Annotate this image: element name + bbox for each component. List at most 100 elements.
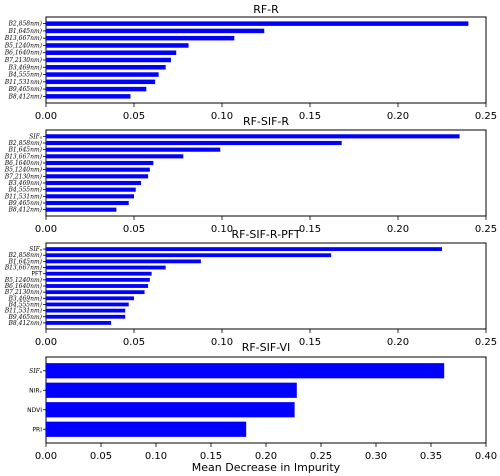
bar	[46, 35, 235, 41]
category-label: B4,555nm)	[8, 187, 43, 194]
x-tick-label: 0.00	[35, 224, 57, 235]
category-label: B3,469nm)	[8, 295, 43, 302]
bar	[46, 207, 117, 212]
category-label: B6,1640nm)	[4, 50, 43, 57]
bar	[46, 72, 159, 77]
bar	[46, 284, 149, 288]
bar	[46, 187, 136, 192]
x-tick-label: 0.20	[387, 111, 409, 122]
x-tick-label: 0.25	[310, 451, 332, 462]
category-label: B4,555nm)	[8, 72, 43, 79]
category-label: SIFₐ	[29, 133, 42, 140]
category-label: B4,555nm)	[8, 301, 43, 308]
x-tick-label: 0.25	[475, 224, 497, 235]
x-tick-label: 0.15	[299, 111, 321, 122]
category-label: B13,667nm)	[4, 265, 43, 272]
x-tick-label: 0.40	[475, 451, 497, 462]
category-label: PFT	[31, 271, 42, 278]
category-label: B13,667nm)	[4, 153, 43, 160]
bar	[46, 382, 297, 398]
category-label: B5,1240nm)	[4, 167, 43, 174]
bar	[46, 134, 460, 139]
category-label: B3,469nm)	[8, 64, 43, 71]
category-label: NDVI	[27, 407, 42, 414]
bar	[46, 50, 177, 55]
x-tick-label: 0.15	[299, 224, 321, 235]
x-tick-label: 0.20	[387, 337, 409, 348]
x-tick-label: 0.05	[123, 111, 145, 122]
category-label: NIRᵥ	[29, 387, 42, 394]
x-tick-label: 0.00	[35, 111, 57, 122]
panel-title: RF-SIF-VI	[242, 341, 291, 354]
category-label: B1,645nm)	[8, 258, 43, 265]
category-label: B7,2130nm)	[4, 289, 43, 296]
category-label: B5,1240nm)	[4, 277, 43, 284]
category-label: B6,1640nm)	[4, 283, 43, 290]
category-label: B8,412nm)	[8, 207, 43, 214]
bar	[46, 271, 152, 276]
bar	[46, 180, 142, 186]
bar	[46, 174, 149, 179]
category-label: B2,858nm)	[8, 21, 43, 28]
x-tick-label: 0.25	[475, 111, 497, 122]
bar	[46, 147, 221, 152]
category-label: B3,469nm)	[8, 180, 43, 187]
bar	[46, 65, 166, 70]
category-label: B5,1240nm)	[4, 42, 43, 49]
bar	[46, 308, 126, 313]
x-tick-label: 0.10	[211, 337, 233, 348]
x-tick-label: 0.10	[211, 224, 233, 235]
category-label: B8,412nm)	[8, 93, 43, 100]
bar	[46, 302, 129, 307]
bar	[46, 363, 445, 379]
bar	[46, 290, 145, 295]
bar	[46, 259, 201, 264]
bar	[46, 79, 156, 85]
bar	[46, 194, 134, 199]
x-tick-label: 0.00	[35, 337, 57, 348]
bar	[46, 277, 150, 282]
bar	[46, 43, 189, 48]
x-tick-label: 0.05	[123, 337, 145, 348]
category-label: B1,645nm)	[8, 28, 43, 35]
category-label: SIFₐ	[29, 246, 42, 253]
category-label: B8,412nm)	[8, 320, 43, 327]
plot-frame	[45, 129, 487, 217]
bar	[46, 86, 147, 92]
x-tick-label: 0.10	[211, 111, 233, 122]
bar	[46, 140, 342, 146]
x-tick-label: 0.15	[299, 337, 321, 348]
category-label: B9,465nm)	[8, 86, 43, 93]
category-label: B1,645nm)	[8, 147, 43, 154]
category-label: B7,2130nm)	[4, 173, 43, 180]
category-label: SIFₐ	[29, 368, 42, 375]
bar	[46, 160, 154, 166]
bar	[46, 321, 112, 325]
x-tick-label: 0.35	[420, 451, 442, 462]
category-label: B11,531nm)	[4, 79, 43, 86]
category-label: PRI	[32, 426, 42, 433]
category-label: B9,465nm)	[8, 200, 43, 207]
bar	[46, 21, 469, 26]
bar	[46, 253, 332, 258]
x-tick-label: 0.20	[387, 224, 409, 235]
bar	[46, 247, 442, 251]
x-tick-label: 0.25	[475, 337, 497, 348]
panel-title: RF-SIF-R	[243, 115, 289, 128]
bar	[46, 200, 129, 206]
category-label: B9,465nm)	[8, 314, 43, 321]
bar	[46, 57, 171, 63]
category-label: B6,1640nm)	[4, 160, 43, 167]
bar	[46, 154, 184, 159]
category-label: B2,858nm)	[8, 252, 43, 259]
x-tick-label: 0.10	[145, 451, 167, 462]
panel-title: RF-SIF-R-PFT	[231, 228, 300, 241]
category-label: B11,531nm)	[4, 308, 43, 315]
bar	[46, 94, 131, 99]
bar	[46, 314, 126, 319]
x-tick-label: 0.20	[255, 451, 277, 462]
x-tick-label: 0.15	[200, 451, 222, 462]
bar	[46, 167, 150, 172]
x-tick-label: 0.05	[90, 451, 112, 462]
